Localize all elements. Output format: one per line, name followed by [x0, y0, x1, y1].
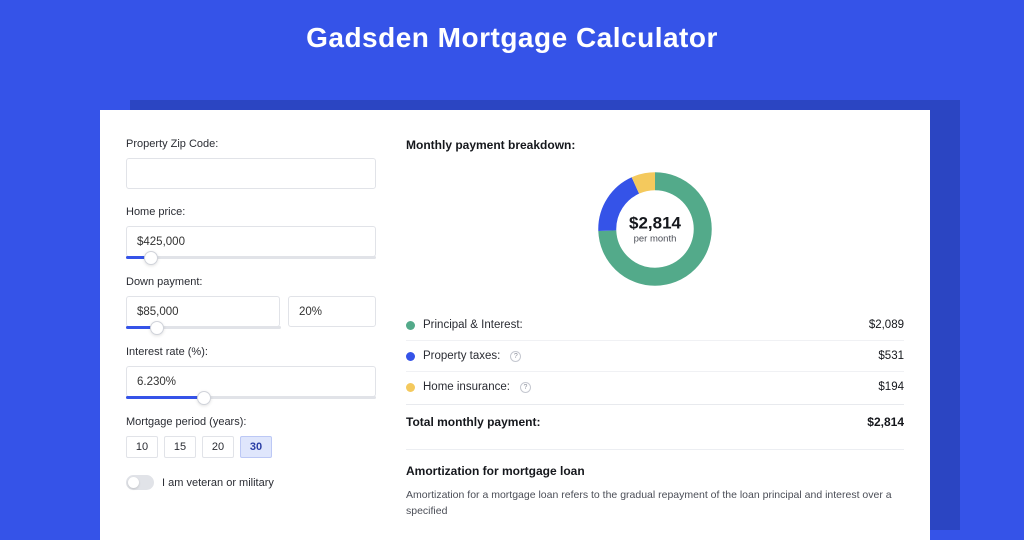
- breakdown-value-ins: $194: [878, 381, 904, 393]
- price-label: Home price:: [126, 206, 376, 218]
- breakdown-row-pi: Principal & Interest: $2,089: [406, 310, 904, 341]
- zip-input[interactable]: [126, 158, 376, 189]
- breakdown-column: Monthly payment breakdown: $2,814 per mo…: [406, 138, 904, 540]
- legend-dot-tax: [406, 352, 415, 361]
- price-slider[interactable]: [126, 256, 376, 259]
- down-label: Down payment:: [126, 276, 376, 288]
- form-column: Property Zip Code: Home price: Down paym…: [126, 138, 376, 540]
- veteran-toggle[interactable]: [126, 475, 154, 490]
- breakdown-value-tax: $531: [878, 350, 904, 362]
- down-slider[interactable]: [126, 326, 281, 329]
- info-icon[interactable]: ?: [510, 351, 521, 362]
- breakdown-value-pi: $2,089: [869, 319, 904, 331]
- rate-slider-thumb[interactable]: [197, 391, 211, 405]
- page-title: Gadsden Mortgage Calculator: [0, 0, 1024, 69]
- zip-field-group: Property Zip Code:: [126, 138, 376, 189]
- rate-label: Interest rate (%):: [126, 346, 376, 358]
- breakdown-row-ins: Home insurance:? $194: [406, 372, 904, 402]
- legend-dot-ins: [406, 383, 415, 392]
- donut-sub: per month: [629, 234, 681, 245]
- period-option-20[interactable]: 20: [202, 436, 234, 458]
- period-option-15[interactable]: 15: [164, 436, 196, 458]
- down-pct-input[interactable]: [288, 296, 376, 327]
- rate-field-group: Interest rate (%):: [126, 346, 376, 399]
- total-label: Total monthly payment:: [406, 415, 540, 429]
- breakdown-row-tax: Property taxes:? $531: [406, 341, 904, 372]
- info-icon[interactable]: ?: [520, 382, 531, 393]
- breakdown-label-ins: Home insurance:: [423, 381, 510, 393]
- price-field-group: Home price:: [126, 206, 376, 259]
- price-slider-thumb[interactable]: [144, 251, 158, 265]
- amortization-text: Amortization for a mortgage loan refers …: [406, 488, 904, 520]
- down-slider-thumb[interactable]: [150, 321, 164, 335]
- zip-label: Property Zip Code:: [126, 138, 376, 150]
- veteran-label: I am veteran or military: [162, 477, 274, 489]
- rate-slider[interactable]: [126, 396, 376, 399]
- down-amount-input[interactable]: [126, 296, 280, 327]
- total-value: $2,814: [867, 415, 904, 429]
- price-input[interactable]: [126, 226, 376, 257]
- amortization-title: Amortization for mortgage loan: [406, 449, 904, 478]
- period-label: Mortgage period (years):: [126, 416, 376, 428]
- down-field-group: Down payment:: [126, 276, 376, 329]
- breakdown-title: Monthly payment breakdown:: [406, 138, 904, 152]
- veteran-toggle-row: I am veteran or military: [126, 475, 376, 490]
- donut-chart-wrap: $2,814 per month: [406, 166, 904, 292]
- legend-dot-pi: [406, 321, 415, 330]
- donut-chart: $2,814 per month: [592, 166, 718, 292]
- breakdown-label-tax: Property taxes:: [423, 350, 500, 362]
- calculator-card: Property Zip Code: Home price: Down paym…: [100, 110, 930, 540]
- period-option-30[interactable]: 30: [240, 436, 272, 458]
- rate-input[interactable]: [126, 366, 376, 397]
- period-option-10[interactable]: 10: [126, 436, 158, 458]
- total-row: Total monthly payment: $2,814: [406, 404, 904, 441]
- period-field-group: Mortgage period (years): 10 15 20 30: [126, 416, 376, 458]
- breakdown-label-pi: Principal & Interest:: [423, 319, 523, 331]
- donut-amount: $2,814: [629, 214, 681, 234]
